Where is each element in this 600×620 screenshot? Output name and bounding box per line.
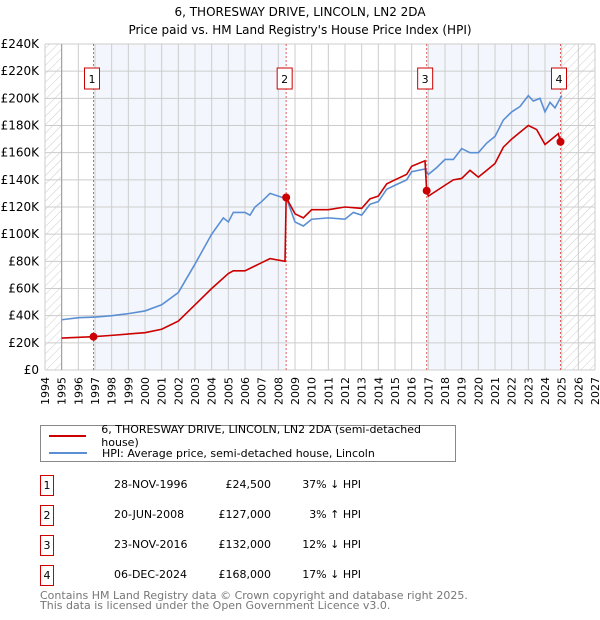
x-tick-label: 2003 — [189, 377, 202, 405]
x-tick-label: 2008 — [272, 377, 285, 405]
sale-price: £132,000 — [218, 538, 272, 551]
sale-label-3: 3 — [422, 73, 429, 86]
y-tick-label: £200K — [1, 91, 41, 105]
legend-swatch-red — [49, 435, 87, 437]
x-tick-label: 2004 — [206, 377, 219, 405]
sale-price: £24,500 — [225, 478, 272, 491]
y-tick-label: £120K — [1, 200, 41, 214]
sale-label-box — [551, 67, 567, 90]
sale-hpi-diff: 37% ↓ HPI — [302, 478, 361, 491]
sale-point — [89, 332, 98, 341]
legend-label-hpi: HPI: Average price, semi-detached house,… — [102, 446, 375, 460]
y-tick-label: £80K — [8, 254, 40, 268]
y-tick-label: £60K — [8, 282, 40, 296]
y-tick-label: £160K — [1, 146, 41, 160]
legend-label-property: 6, THORESWAY DRIVE, LINCOLN, LN2 2DA (se… — [101, 423, 422, 449]
sale-date: 20-JUN-2008 — [114, 508, 185, 521]
x-tick-label: 2025 — [556, 377, 569, 405]
footer-licence: This data is licensed under the Open Gov… — [40, 599, 391, 612]
sale-hpi-diff: 12% ↓ HPI — [302, 538, 361, 551]
x-tick-label: 2020 — [472, 377, 485, 405]
x-tick-label: 2006 — [239, 377, 252, 405]
sale-label-box — [84, 67, 100, 90]
sale-price: £127,000 — [218, 508, 272, 521]
x-tick-label: 2019 — [456, 377, 469, 405]
x-tick-label: 1994 — [39, 377, 52, 405]
x-tick-label: 2007 — [256, 377, 269, 405]
sale-date: 06-DEC-2024 — [114, 568, 188, 581]
x-tick-label: 2027 — [589, 377, 600, 405]
x-tick-label: 2023 — [522, 377, 535, 405]
x-tick-label: 2024 — [539, 377, 552, 405]
y-tick-label: £100K — [1, 227, 41, 241]
x-tick-label: 1999 — [122, 377, 135, 405]
legend-swatch-blue — [49, 452, 87, 454]
series-line — [61, 124, 562, 339]
x-tick-label: 2018 — [439, 377, 452, 405]
x-tick-label: 2015 — [389, 377, 402, 405]
x-tick-label: 2009 — [289, 377, 302, 405]
chart-subtitle: Price paid vs. HM Land Registry's House … — [128, 23, 471, 37]
x-tick-label: 2011 — [322, 377, 335, 405]
y-tick-label: £20K — [8, 336, 40, 350]
x-tick-label: 2010 — [306, 377, 319, 405]
sale-point — [422, 186, 431, 195]
sale-label-1: 1 — [89, 73, 96, 86]
sale-number: 3 — [40, 535, 54, 556]
x-tick-label: 1998 — [106, 377, 119, 405]
price-chart: 6, THORESWAY DRIVE, LINCOLN, LN2 2DA Pri… — [1, 5, 600, 405]
x-tick-label: 2005 — [222, 377, 235, 405]
x-tick-label: 2012 — [339, 377, 352, 405]
legend: 6, THORESWAY DRIVE, LINCOLN, LN2 2DA (se… — [40, 423, 456, 462]
x-tick-label: 2014 — [372, 377, 385, 405]
x-tick-label: 1997 — [89, 377, 102, 405]
x-tick-label: 2000 — [139, 377, 152, 405]
sale-hpi-diff: 3% ↑ HPI — [309, 508, 361, 521]
table-row: 3 23-NOV-2016 £132,000 12% ↓ HPI — [40, 535, 600, 557]
x-tick-label: 2017 — [422, 377, 435, 405]
y-tick-label: £220K — [1, 64, 41, 78]
x-tick-label: 2022 — [506, 377, 519, 405]
x-tick-label: 2021 — [489, 377, 502, 405]
legend-item-property: 6, THORESWAY DRIVE, LINCOLN, LN2 2DA (se… — [49, 423, 455, 449]
sale-label-box — [417, 67, 434, 90]
table-row: 4 06-DEC-2024 £168,000 17% ↓ HPI — [40, 565, 600, 587]
sale-number: 4 — [40, 565, 54, 586]
table-row: 2 20-JUN-2008 £127,000 3% ↑ HPI — [40, 505, 600, 527]
sale-label-box — [276, 67, 293, 90]
chart-title: 6, THORESWAY DRIVE, LINCOLN, LN2 2DA — [174, 5, 426, 19]
legend-item-hpi: HPI: Average price, semi-detached house,… — [49, 445, 375, 461]
y-tick-label: £40K — [8, 309, 40, 323]
footer-copyright: Contains HM Land Registry data © Crown c… — [40, 589, 468, 602]
sale-point — [282, 193, 291, 202]
x-tick-label: 2001 — [156, 377, 169, 405]
y-tick-label: £140K — [1, 173, 41, 187]
x-tick-label: 2013 — [356, 377, 369, 405]
sale-number: 1 — [40, 475, 54, 496]
sale-price: £168,000 — [218, 568, 272, 581]
sale-date: 28-NOV-1996 — [114, 478, 188, 491]
x-tick-label: 1995 — [56, 377, 69, 405]
y-tick-label: £240K — [1, 37, 41, 51]
y-tick-label: £0 — [24, 363, 39, 377]
sale-label-4: 4 — [556, 73, 563, 86]
x-tick-label: 2016 — [406, 377, 419, 405]
x-tick-label: 2026 — [572, 377, 585, 405]
table-row: 1 28-NOV-1996 £24,500 37% ↓ HPI — [40, 475, 600, 497]
sale-hpi-diff: 17% ↓ HPI — [302, 568, 361, 581]
x-tick-label: 2002 — [172, 377, 185, 405]
sale-point — [556, 137, 565, 146]
y-tick-label: £180K — [1, 119, 41, 133]
sale-number: 2 — [40, 505, 54, 526]
sale-date: 23-NOV-2016 — [114, 538, 188, 551]
x-tick-label: 1996 — [72, 377, 85, 405]
series-line — [61, 94, 563, 321]
sale-label-2: 2 — [281, 73, 288, 86]
